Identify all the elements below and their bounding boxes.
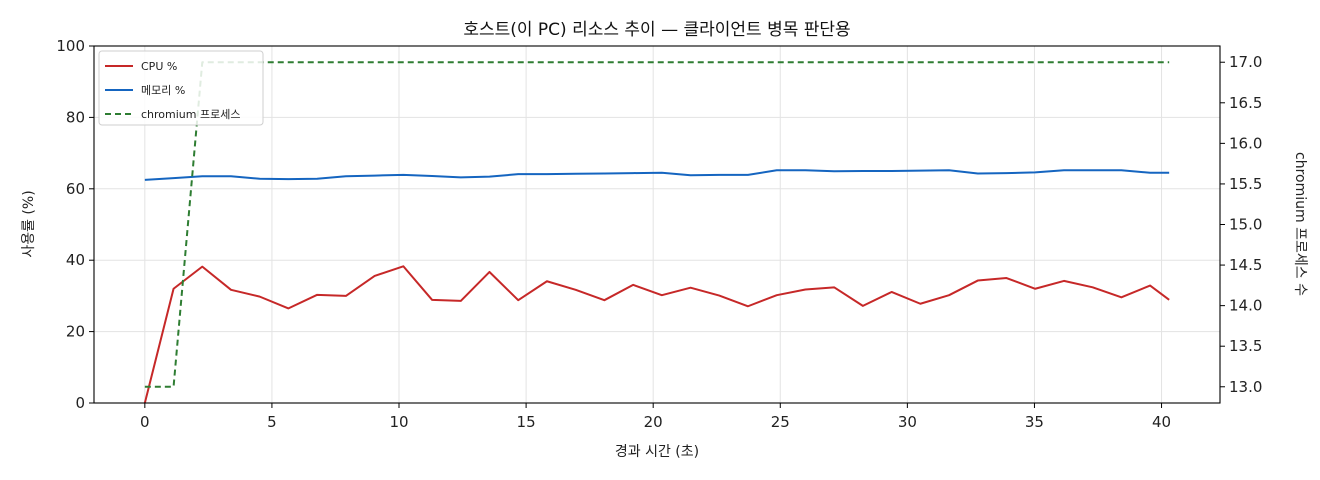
y-tick-label: 40 — [66, 251, 85, 269]
axes: 0 5 10 15 20 25 30 35 40 0 20 40 60 80 100 13.0 13.5 14.0… — [56, 37, 1262, 431]
x-tick-label: 20 — [644, 413, 663, 431]
x-tick-label: 10 — [389, 413, 408, 431]
legend-label-2: chromium 프로세스 — [141, 108, 240, 121]
y-right-tick-label: 14.0 — [1229, 297, 1262, 315]
y-right-tick-label: 16.0 — [1229, 134, 1262, 152]
x-tick-label: 0 — [140, 413, 150, 431]
y-tick-label: 0 — [75, 394, 85, 412]
y-tick-label: 100 — [56, 37, 85, 55]
chart-title: 호스트(이 PC) 리소스 추이 — 클라이언트 병목 판단용 — [463, 20, 850, 40]
y-right-tick-label: 16.5 — [1229, 94, 1262, 112]
series-line-0 — [143, 265, 1170, 404]
y-tick-label: 20 — [66, 323, 85, 341]
legend-label-0: CPU % — [141, 60, 177, 73]
y-right-tick-label: 17.0 — [1229, 53, 1262, 71]
x-tick-label: 25 — [771, 413, 790, 431]
series-line-2 — [144, 61, 1170, 388]
x-tick-label: 15 — [517, 413, 536, 431]
y-axis-right-label: chromium 프로세스 수 — [1292, 152, 1308, 296]
y-tick-label: 60 — [66, 180, 85, 198]
y-right-tick-label: 15.5 — [1229, 175, 1262, 193]
y-tick-label: 80 — [66, 108, 85, 126]
legend-label-1: 메모리 % — [141, 84, 185, 97]
y-right-tick-label: 14.5 — [1229, 256, 1262, 274]
legend: CPU % 메모리 % chromium 프로세스 — [98, 50, 264, 126]
y-right-tick-label: 13.5 — [1229, 337, 1262, 355]
x-tick-label: 5 — [267, 413, 277, 431]
series-line-1 — [144, 169, 1170, 181]
legend-box — [98, 50, 264, 126]
series-layer — [143, 61, 1170, 404]
y-right-tick-label: 13.0 — [1229, 378, 1262, 396]
x-tick-label: 40 — [1152, 413, 1171, 431]
x-axis-label: 경과 시간 (초) — [615, 444, 699, 460]
y-axis-label: 사용률 (%) — [21, 190, 37, 257]
x-tick-label: 35 — [1025, 413, 1044, 431]
x-tick-label: 30 — [898, 413, 917, 431]
y-right-tick-label: 15.0 — [1229, 216, 1262, 234]
